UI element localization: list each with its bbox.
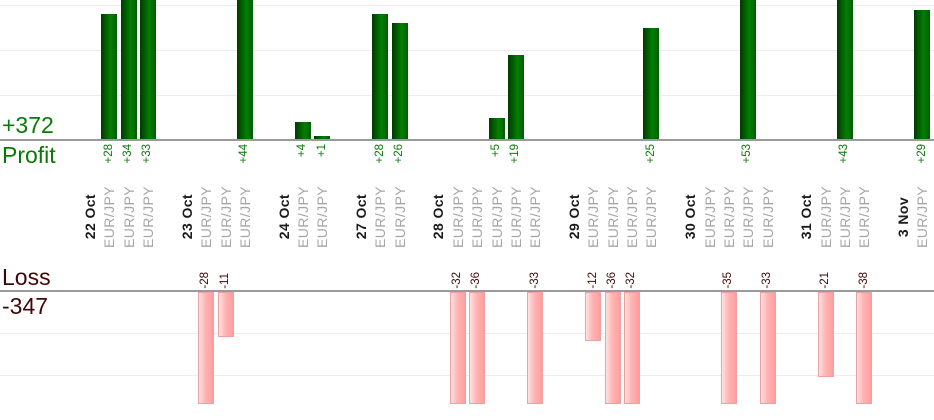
- profit-axis-title: Profit: [2, 142, 56, 168]
- gridline: [0, 333, 934, 334]
- profit-value-label: +26: [393, 144, 405, 164]
- loss-value-label: -21: [818, 272, 831, 289]
- loss-baseline: [0, 290, 934, 292]
- profit-value-label: +5: [489, 144, 502, 158]
- loss-bar: [585, 292, 602, 341]
- profit-plot-area: [0, 0, 934, 140]
- profit-value-label: +43: [838, 144, 851, 164]
- loss-value-label: -32: [625, 272, 638, 289]
- profit-value-label: +44: [238, 144, 251, 164]
- profit-bar: [914, 9, 931, 140]
- loss-value-label: -35: [722, 272, 735, 289]
- loss-bar: [759, 292, 776, 404]
- loss-bar: [217, 292, 234, 337]
- profit-bar: [236, 0, 253, 140]
- loss-bar: [624, 292, 641, 404]
- profit-value-label: +28: [373, 144, 386, 164]
- loss-bar: [469, 292, 486, 404]
- profit-bar: [643, 27, 660, 140]
- profit-value-label: +19: [509, 144, 522, 164]
- loss-value-label: -28: [199, 272, 212, 289]
- profit-bar: [120, 0, 137, 140]
- loss-plot-area: [0, 292, 934, 404]
- profit-bar: [740, 0, 757, 140]
- loss-bar: [604, 292, 621, 404]
- profit-bar: [507, 54, 524, 140]
- profit-bar: [294, 122, 311, 140]
- loss-bar: [449, 292, 466, 404]
- loss-value-label: -36: [470, 272, 483, 289]
- loss-value-labels: -28 -11 -32 -36 -33 -12 -36 -32 -35 -33 -21 -38: [0, 196, 934, 289]
- profit-value-labels: +28 +34 +33 +44 +4 +1 +28 +26 +5 +19 +25 +53 +43 +29: [0, 144, 934, 186]
- profit-value-label: +29: [915, 144, 928, 164]
- loss-total-label: -347: [2, 293, 49, 319]
- loss-value-label: -11: [218, 273, 231, 289]
- profit-bar: [314, 135, 331, 140]
- profit-bar: [101, 14, 118, 140]
- profit-value-label: +28: [102, 144, 115, 164]
- loss-bar: [856, 292, 873, 404]
- gridline: [0, 50, 934, 51]
- gridline: [0, 375, 934, 376]
- profit-value-label: +1: [315, 144, 328, 158]
- loss-bar: [527, 292, 544, 404]
- loss-value-label: -12: [586, 272, 599, 289]
- profit-bar: [391, 23, 408, 140]
- loss-value-label: -38: [857, 272, 870, 289]
- loss-value-label: -36: [605, 272, 618, 289]
- profit-bar: [837, 0, 854, 140]
- profit-value-label: +53: [741, 144, 754, 164]
- profit-baseline: [0, 139, 934, 141]
- loss-value-label: -33: [528, 272, 541, 289]
- loss-bar: [198, 292, 215, 404]
- profit-value-label: +4: [296, 144, 309, 158]
- loss-bar: [817, 292, 834, 377]
- profit-bar: [372, 14, 389, 140]
- profit-bar: [488, 117, 505, 140]
- profit-total-label: +372: [2, 112, 54, 138]
- profit-value-label: +34: [121, 144, 134, 164]
- profit-value-label: +33: [141, 144, 154, 164]
- profit-bar: [140, 0, 157, 140]
- loss-axis-title: Loss: [2, 264, 51, 290]
- gridline: [0, 95, 934, 96]
- gridline: [0, 5, 934, 6]
- loss-value-label: -32: [451, 272, 464, 289]
- loss-bar: [720, 292, 737, 404]
- profit-value-label: +25: [644, 144, 657, 164]
- loss-value-label: -33: [760, 272, 773, 289]
